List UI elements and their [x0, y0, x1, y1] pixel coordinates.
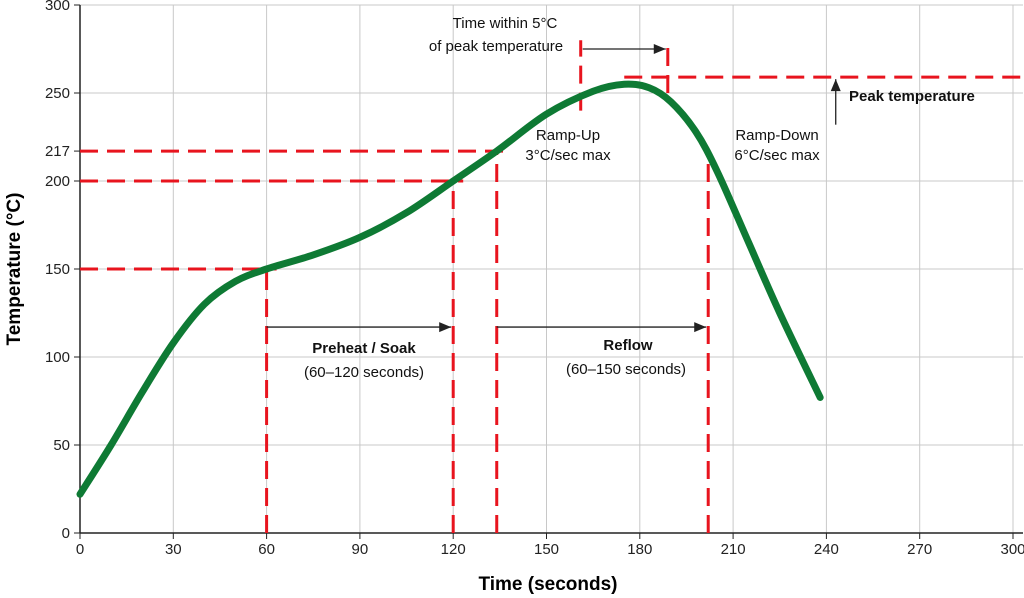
x-axis-label: Time (seconds)	[478, 574, 617, 595]
ramp-up-label: Ramp-Up	[536, 127, 600, 144]
x-tick-label: 300	[1000, 541, 1024, 558]
x-tick-label: 150	[534, 541, 559, 558]
y-tick-label: 300	[45, 0, 70, 14]
x-tick-label: 60	[258, 541, 275, 558]
reference-lines	[80, 40, 1023, 533]
preheat-range: (60–120 seconds)	[304, 364, 424, 381]
time-within-label: Time within 5°C	[453, 15, 558, 32]
x-tick-label: 240	[814, 541, 839, 558]
reflow-range: (60–150 seconds)	[566, 361, 686, 378]
peak-arrow-head	[830, 79, 841, 92]
y-tick-label: 200	[45, 173, 70, 190]
y-axis-label: Temperature (°C)	[4, 193, 25, 346]
y-tick-label: 100	[45, 349, 70, 366]
y-tick-label: 217	[45, 143, 70, 160]
preheat-title: Preheat / Soak	[312, 340, 416, 357]
axes: 0 30 60 90 120 150 180 210 240 270 300 0 50 100 150 200…	[45, 0, 1024, 558]
x-tick-label: 210	[721, 541, 746, 558]
y-tick-label: 0	[62, 525, 70, 542]
ramp-up-rate: 3°C/sec max	[525, 147, 611, 164]
x-tick-label: 120	[441, 541, 466, 558]
x-tick-label: 90	[352, 541, 369, 558]
preheat-arrow-head	[439, 322, 452, 333]
time-within-label-2: of peak temperature	[429, 38, 563, 55]
ramp-down-rate: 6°C/sec max	[734, 147, 820, 164]
x-tick-label: 30	[165, 541, 182, 558]
ramp-down-label: Ramp-Down	[735, 127, 818, 144]
y-tick-label: 150	[45, 261, 70, 278]
arrows	[266, 44, 841, 333]
y-tick-label: 50	[53, 437, 70, 454]
x-tick-label: 180	[627, 541, 652, 558]
y-tick-label: 250	[45, 85, 70, 102]
time-within-arrow-head	[653, 44, 666, 54]
peak-temperature-label: Peak temperature	[849, 88, 975, 105]
reflow-title: Reflow	[603, 337, 653, 354]
x-tick-label: 0	[76, 541, 84, 558]
reflow-arrow-head	[694, 322, 707, 333]
x-tick-label: 270	[907, 541, 932, 558]
temperature-curve	[76, 80, 824, 498]
